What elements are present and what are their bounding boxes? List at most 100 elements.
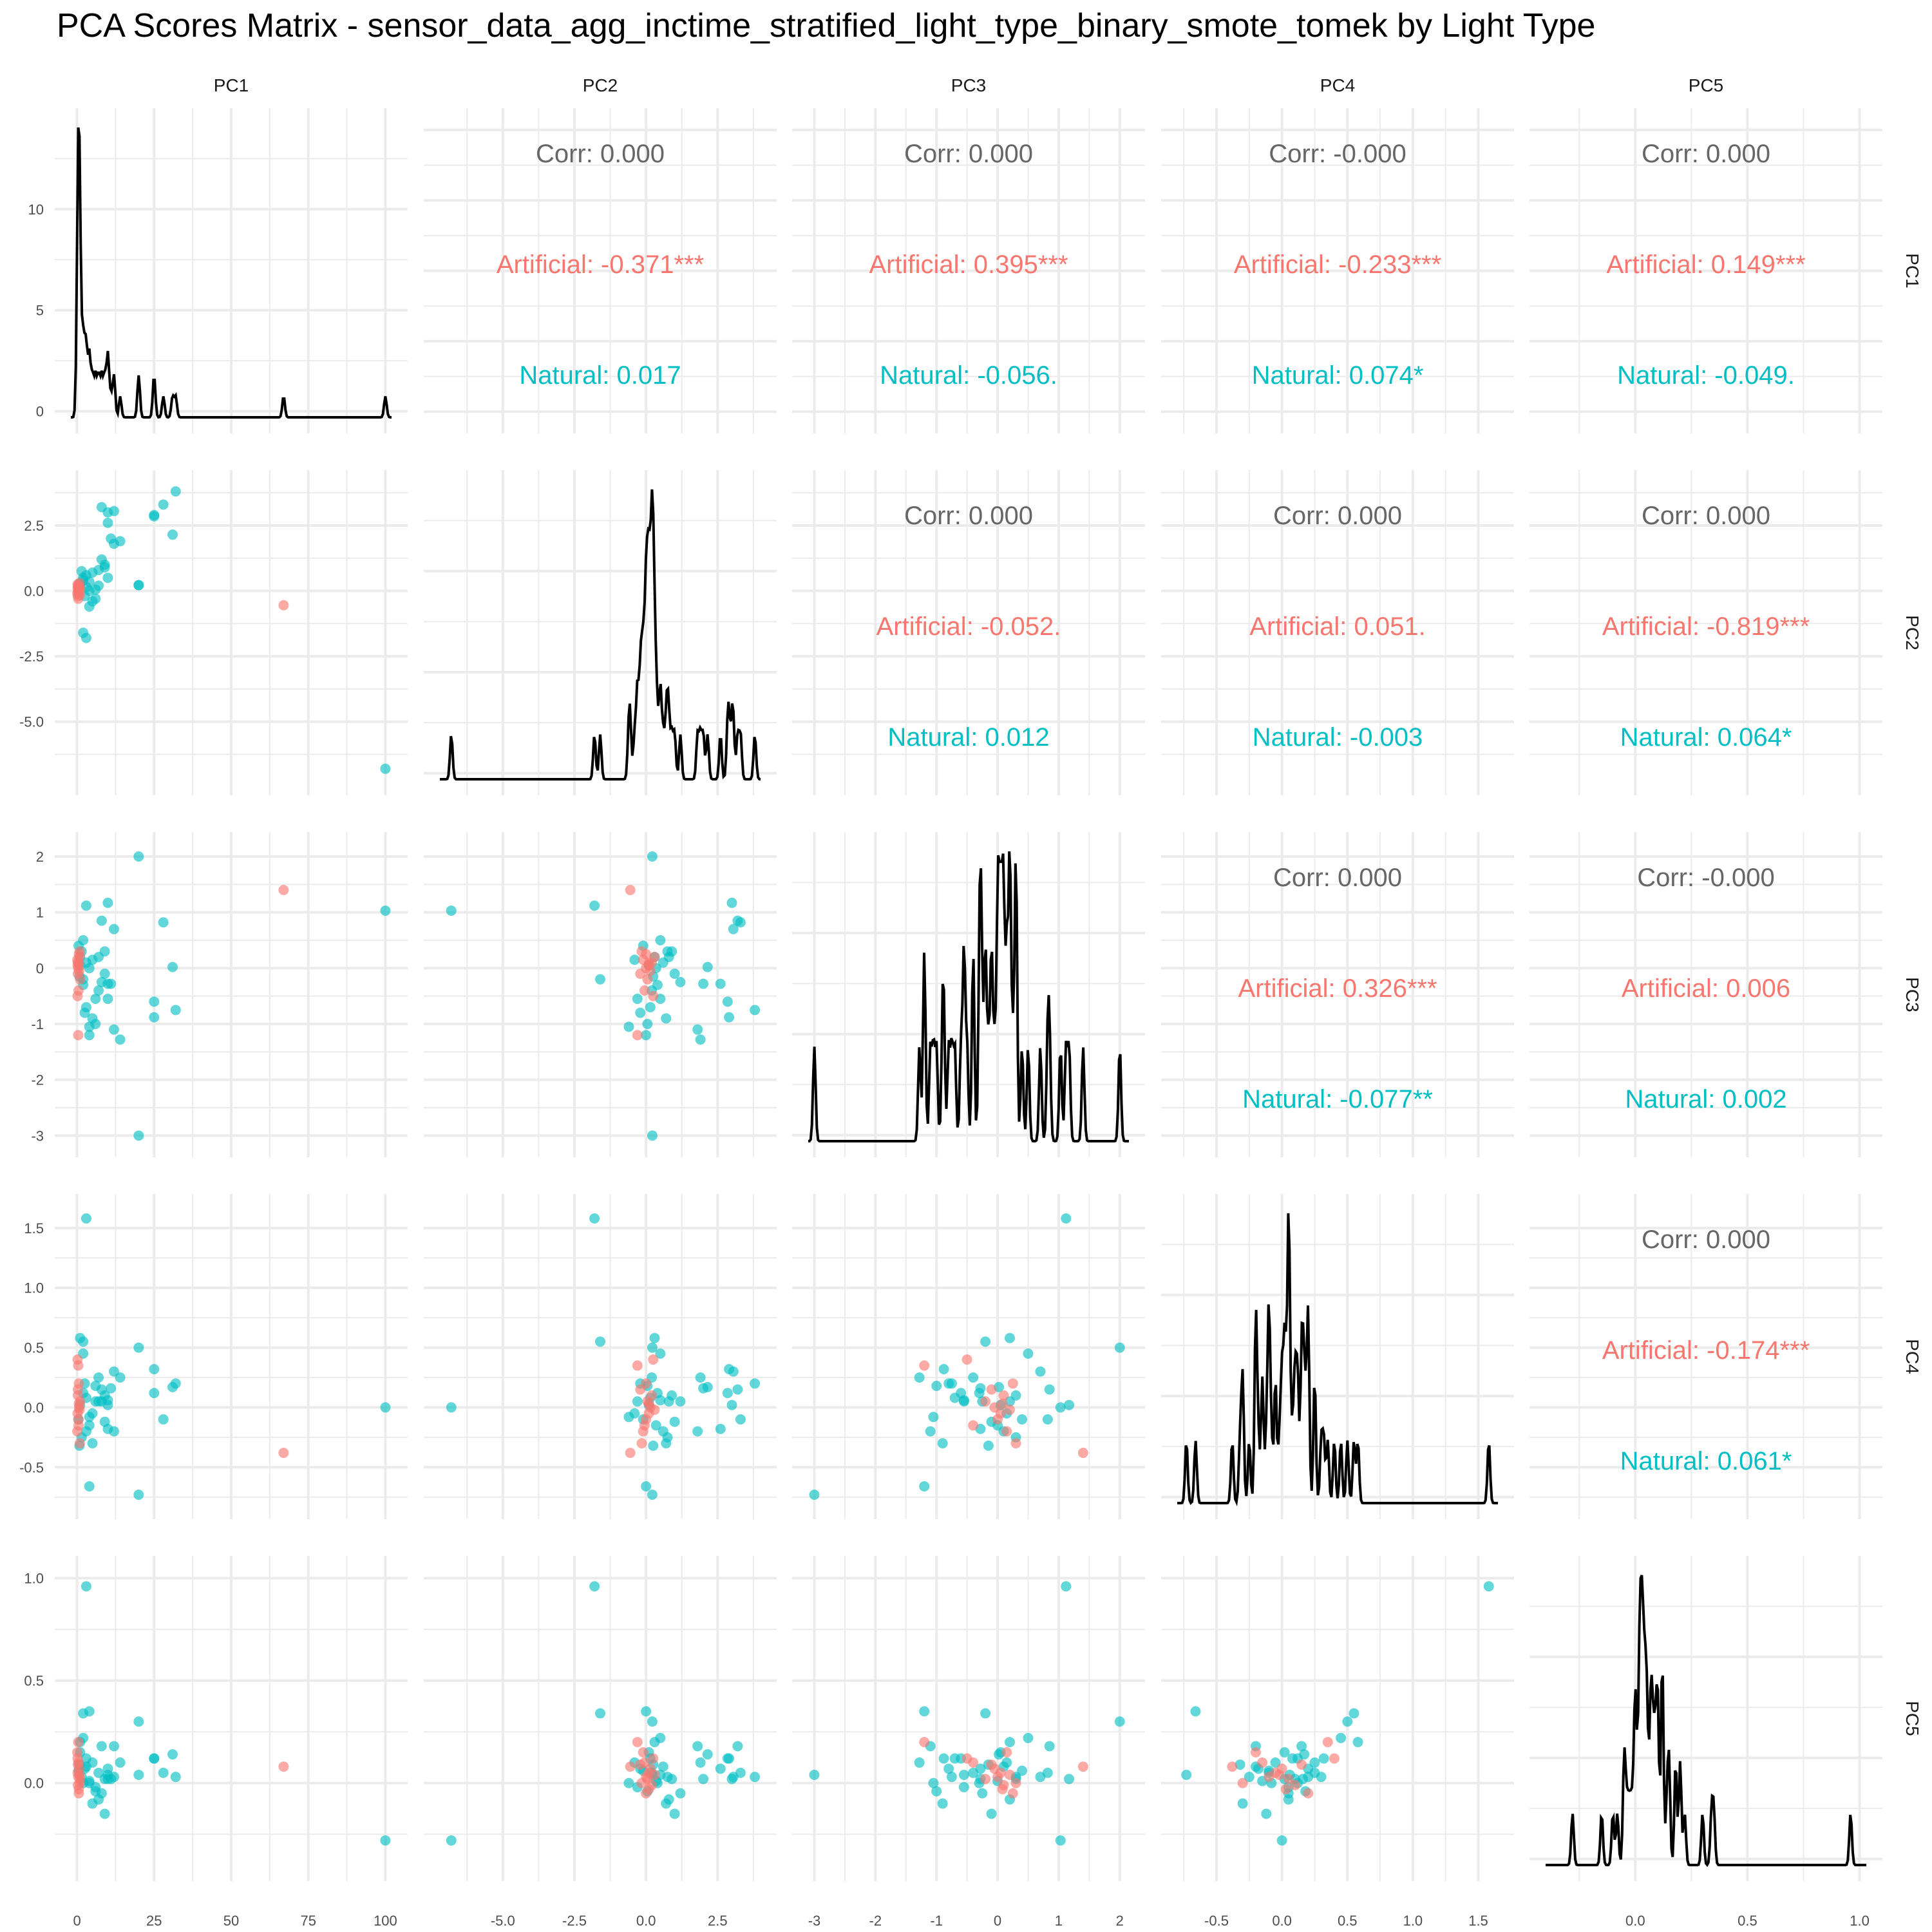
density-curve-PC5 [1546, 1575, 1866, 1868]
point-natural [115, 1757, 126, 1768]
point-artificial [74, 1438, 85, 1449]
point-natural [650, 1420, 661, 1431]
point-natural [928, 1412, 939, 1423]
point-natural [938, 1753, 949, 1764]
point-natural [1349, 1708, 1359, 1719]
point-natural [380, 1835, 391, 1846]
point-natural [170, 1772, 181, 1783]
point-natural [1114, 1716, 1125, 1727]
point-natural [661, 1013, 672, 1024]
point-natural [133, 1770, 144, 1780]
corr-artificial-label: Artificial: 0.051. [1249, 612, 1425, 641]
point-natural [93, 1396, 104, 1407]
point-natural [728, 1366, 739, 1377]
point-natural [1287, 1753, 1298, 1764]
point-artificial [1005, 1770, 1016, 1780]
point-natural [1235, 1759, 1245, 1770]
scatter-panel-PC4-vs-PC3 [809, 1213, 1125, 1500]
corr-artificial-label: Artificial: -0.819*** [1602, 612, 1810, 641]
point-natural [84, 1420, 95, 1431]
point-artificial [1296, 1759, 1307, 1770]
point-artificial [998, 1390, 1009, 1401]
column-label-PC1: PC1 [214, 75, 249, 95]
point-natural [662, 1772, 673, 1783]
point-natural [977, 1788, 988, 1799]
point-natural [1296, 1741, 1307, 1752]
panel-grid-PC5-PC4 [1161, 1556, 1514, 1881]
y-tick-label: -0.5 [19, 1459, 44, 1475]
x-tick-label: 2 [1116, 1913, 1124, 1929]
panel-grid-PC5-PC5 [1530, 1556, 1882, 1881]
point-natural [109, 506, 120, 516]
corr-artificial-label: Artificial: -0.052. [876, 612, 1061, 641]
x-tick-label: -2 [869, 1913, 882, 1929]
row-label-PC2: PC2 [1902, 615, 1922, 650]
point-artificial [992, 1414, 1003, 1425]
point-natural [914, 1372, 925, 1383]
y-tick-label: -3 [31, 1128, 44, 1144]
corr-overall-label: Corr: 0.000 [904, 502, 1033, 530]
panel-grid-PC2-PC4 [1161, 470, 1514, 795]
corr-overall-label: Corr: -0.000 [1637, 864, 1774, 892]
point-natural [1261, 1808, 1272, 1819]
panel-grid-PC2-PC5 [1530, 470, 1882, 795]
point-natural [968, 1767, 979, 1778]
point-natural [170, 1378, 181, 1389]
point-natural [595, 974, 605, 985]
point-artificial [961, 1753, 972, 1764]
point-artificial [919, 1737, 930, 1748]
point-natural [115, 536, 126, 547]
point-natural [1298, 1774, 1309, 1785]
point-natural [1299, 1749, 1310, 1760]
point-natural [90, 1381, 101, 1391]
point-natural [724, 1753, 735, 1764]
point-natural [632, 1396, 643, 1407]
y-tick-label: -2.5 [19, 649, 44, 665]
point-natural [80, 900, 91, 911]
x-tick-label: -2.5 [562, 1913, 587, 1929]
point-artificial [1257, 1757, 1268, 1768]
point-natural [655, 935, 666, 945]
point-natural [102, 994, 113, 1004]
y-tick-label: 0 [36, 960, 44, 976]
corr-overall-label: Corr: 0.000 [1273, 502, 1402, 530]
point-natural [106, 978, 117, 989]
y-tick-label: 0.5 [24, 1340, 44, 1356]
point-natural [663, 952, 674, 962]
corr-artificial-label: Artificial: -0.233*** [1234, 251, 1441, 279]
point-natural [1035, 1366, 1046, 1377]
point-natural [1190, 1706, 1201, 1717]
point-natural [1023, 1348, 1034, 1359]
point-natural [647, 1490, 658, 1500]
panel-grid-PC1-PC5 [1530, 108, 1882, 433]
point-natural [149, 996, 160, 1007]
point-natural [641, 1030, 652, 1041]
point-natural [641, 1481, 652, 1492]
point-artificial [986, 1384, 997, 1395]
x-tick-label: -1 [930, 1913, 943, 1929]
point-natural [84, 1021, 95, 1032]
point-artificial [1005, 1405, 1016, 1416]
point-artificial [968, 1420, 979, 1431]
point-natural [980, 1336, 991, 1347]
point-artificial [73, 1759, 84, 1770]
point-natural [931, 1381, 942, 1391]
density-curve-PC4 [1177, 1213, 1498, 1506]
point-natural [167, 961, 178, 972]
corr-overall-label: Corr: 0.000 [536, 140, 665, 168]
point-natural [1023, 1732, 1034, 1743]
point-artificial [1001, 1747, 1012, 1757]
corr-overall-label: Corr: 0.000 [1642, 502, 1770, 530]
scatter-panel-PC5-vs-PC3 [809, 1581, 1125, 1846]
point-natural [99, 1416, 110, 1427]
point-natural [658, 1761, 668, 1772]
corr-natural-label: Natural: 0.061* [1620, 1447, 1792, 1475]
point-artificial [1007, 1788, 1018, 1799]
corr-natural-label: Natural: 0.012 [887, 723, 1049, 752]
point-natural [1001, 1757, 1012, 1768]
density-curve-PC1 [71, 127, 392, 419]
point-natural [1181, 1770, 1192, 1780]
corr-overall-label: Corr: 0.000 [1642, 1226, 1770, 1254]
point-artificial [73, 1030, 84, 1041]
point-natural [809, 1490, 820, 1500]
